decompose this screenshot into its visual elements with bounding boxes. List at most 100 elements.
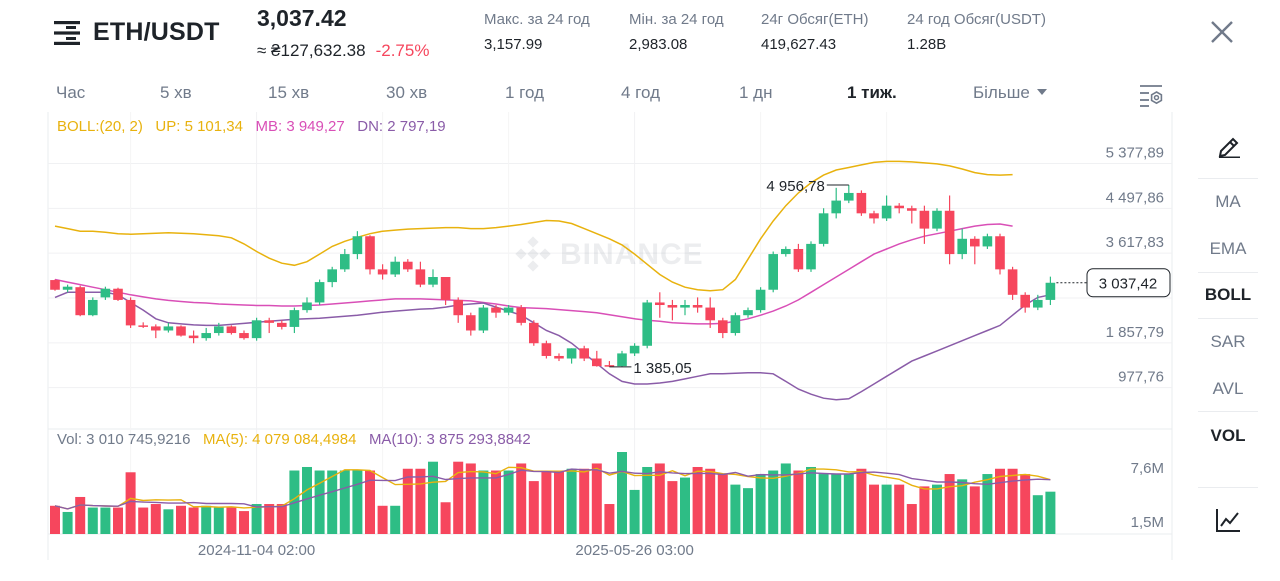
- volume-bar: [755, 474, 766, 534]
- indicator-sar[interactable]: SAR: [1210, 332, 1246, 351]
- tab-4h[interactable]: 4 год: [621, 83, 661, 102]
- volume-bar: [201, 505, 212, 534]
- volume-bar: [843, 474, 854, 534]
- candle-body: [730, 315, 741, 334]
- volume-bar: [226, 507, 237, 534]
- candle-body: [214, 326, 224, 334]
- indicator-boll[interactable]: BOLL: [1204, 285, 1252, 304]
- chart-settings-icon[interactable]: [1138, 82, 1164, 108]
- candle-body: [680, 305, 690, 308]
- volume-bar: [327, 470, 338, 534]
- tab-30m[interactable]: 30 хв: [386, 83, 428, 102]
- volume-bar: [806, 466, 816, 534]
- volume-bar: [478, 470, 489, 534]
- volume-bar: [314, 470, 325, 534]
- candle-body: [541, 343, 552, 356]
- x-tick-label: 2025-05-26 03:00: [575, 542, 693, 559]
- volume-bar: [667, 481, 678, 534]
- volume-bar: [390, 505, 401, 534]
- menu-icon[interactable]: [54, 20, 80, 46]
- pair-title[interactable]: ETH/USDT: [93, 18, 220, 46]
- tab-5m[interactable]: 5 хв: [160, 83, 192, 102]
- y-tick-label: 4 497,86: [1106, 189, 1164, 206]
- indicator-ma[interactable]: MA: [1215, 192, 1241, 211]
- tab-1h[interactable]: 1 год: [505, 83, 545, 102]
- candle-body: [894, 205, 904, 209]
- vol-ma10-line: [54, 468, 1051, 510]
- stat-volume-usdt: 24 год Обсяг(USDT) 1.28B: [907, 11, 1046, 53]
- candle-body: [579, 348, 589, 359]
- indicator-ema[interactable]: EMA: [1209, 239, 1247, 258]
- candle-body: [617, 353, 627, 367]
- volume-bar: [428, 461, 438, 534]
- pencil-icon[interactable]: [1216, 132, 1242, 158]
- volume-bar: [176, 505, 186, 534]
- candle-body: [718, 320, 728, 334]
- stat-label: Макс. за 24 год: [484, 11, 590, 28]
- volume-bar: [100, 507, 111, 534]
- tab-more[interactable]: Більше: [973, 83, 1047, 103]
- candle-body: [818, 213, 829, 244]
- stat-value: 1.28B: [907, 36, 947, 53]
- volume-bar: [251, 504, 262, 534]
- volume-bar: [503, 470, 514, 534]
- candle-body: [566, 348, 577, 359]
- candle-body: [655, 302, 665, 306]
- indicator-avl[interactable]: AVL: [1212, 379, 1244, 398]
- volume-bar: [62, 511, 73, 534]
- candle-body: [1033, 299, 1043, 308]
- candle-body: [491, 307, 501, 313]
- fiat-price: ≈ ₴127,632.38: [257, 41, 366, 60]
- vol-tick-label: 7,6M: [1131, 460, 1164, 477]
- candle-body: [377, 269, 388, 275]
- volume-bar: [604, 504, 615, 534]
- candle-body: [1020, 294, 1030, 308]
- x-tick-label: 2024-11-04 02:00: [198, 542, 315, 559]
- candle-body: [440, 277, 451, 300]
- y-tick-label: 3 617,83: [1106, 234, 1164, 251]
- indicator-vol[interactable]: VOL: [1210, 426, 1246, 445]
- candle-body: [629, 345, 640, 354]
- volume-bar: [579, 468, 590, 534]
- tab-more-label: Більше: [973, 83, 1030, 102]
- candle-body: [516, 307, 526, 323]
- vol-legend-ma10: MA(10): 3 875 293,8842: [368, 431, 531, 448]
- candle-body: [201, 333, 211, 339]
- sidebar-divider: [1198, 272, 1258, 273]
- volume-bar: [402, 468, 413, 534]
- tab-time[interactable]: Час: [56, 83, 86, 102]
- candle-body: [592, 358, 602, 367]
- caret-down-icon: [1036, 89, 1047, 95]
- tab-1w[interactable]: 1 тиж.: [847, 83, 897, 102]
- volume-bar: [50, 505, 60, 534]
- candle-body: [314, 282, 325, 303]
- ticker-header: ETH/USDT 3,037.42 ≈ ₴127,632.38 -2.75% Ма…: [0, 0, 1280, 72]
- volume-bar: [566, 468, 577, 534]
- boll-legend-name: BOLL:(20, 2): [57, 118, 143, 135]
- candlestick-chart[interactable]: 5 377,894 497,863 617,832 737,811 857,79…: [0, 112, 1180, 576]
- candle-body: [277, 322, 287, 327]
- volume-bar: [906, 504, 917, 534]
- volume-bar: [541, 470, 552, 534]
- volume-bar: [516, 463, 527, 534]
- vol-tick-label: 1,5M: [1131, 514, 1164, 531]
- volume-bar: [113, 507, 123, 534]
- close-icon[interactable]: [1208, 18, 1236, 46]
- last-price: 3,037.42: [257, 5, 347, 31]
- line-chart-icon[interactable]: [1215, 507, 1241, 533]
- vol-legend-ma5: MA(5): 4 079 084,4984: [202, 431, 357, 448]
- volume-bar: [377, 505, 388, 534]
- candle-body: [100, 288, 111, 298]
- candle-body: [352, 236, 363, 255]
- tab-15m[interactable]: 15 хв: [268, 83, 310, 102]
- candle-body: [1045, 282, 1056, 300]
- volume-bar: [995, 468, 1005, 534]
- volume-bar: [163, 509, 174, 534]
- tab-1d[interactable]: 1 дн: [739, 83, 773, 102]
- candle-body: [302, 302, 312, 311]
- candle-body: [466, 315, 476, 331]
- volume-bar: [617, 452, 627, 534]
- price-chart[interactable]: 5 377,894 497,863 617,832 737,811 857,79…: [0, 112, 1180, 576]
- price-sub: ≈ ₴127,632.38 -2.75%: [257, 41, 429, 61]
- candle-body: [881, 205, 892, 219]
